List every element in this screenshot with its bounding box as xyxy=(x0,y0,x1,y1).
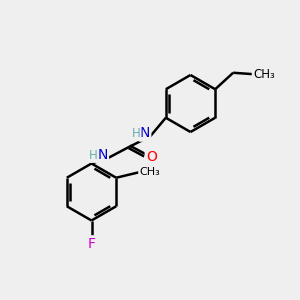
Text: O: O xyxy=(146,150,157,164)
Text: CH₃: CH₃ xyxy=(253,68,275,81)
Text: N: N xyxy=(140,126,150,140)
Text: H: H xyxy=(131,127,140,140)
Text: F: F xyxy=(88,237,95,250)
Text: N: N xyxy=(97,148,108,162)
Text: CH₃: CH₃ xyxy=(140,167,160,177)
Text: H: H xyxy=(89,149,98,162)
